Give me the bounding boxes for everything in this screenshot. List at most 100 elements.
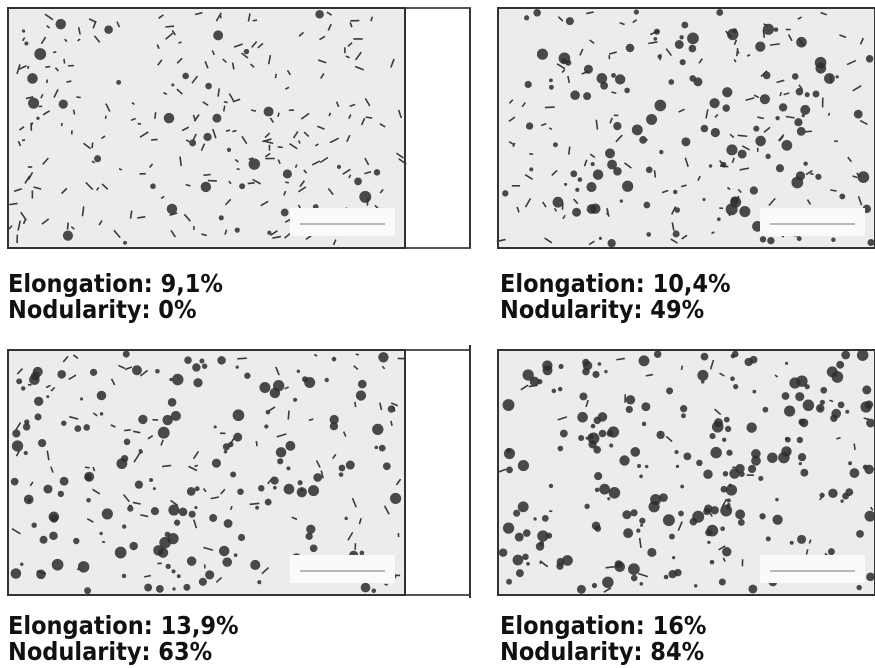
nodule — [102, 508, 113, 519]
nodule — [726, 450, 732, 456]
nodule — [354, 178, 362, 186]
nodule — [97, 391, 107, 401]
nodule — [222, 557, 232, 567]
nodule — [558, 387, 562, 391]
nodule — [654, 29, 660, 35]
nodule — [58, 491, 64, 497]
nodule — [781, 140, 792, 151]
nodule — [803, 161, 807, 165]
nodule — [710, 447, 721, 458]
nodule — [840, 499, 843, 502]
nodule — [276, 447, 286, 457]
nodule — [205, 570, 214, 579]
nodule — [795, 392, 804, 401]
nodule — [223, 443, 230, 450]
nodule — [212, 459, 221, 468]
nodule — [759, 513, 765, 519]
nodule — [513, 510, 520, 517]
nodule — [16, 378, 22, 384]
nodule — [785, 362, 788, 365]
nodule — [626, 406, 633, 413]
nodule — [707, 541, 710, 544]
nodule — [608, 426, 619, 437]
nodule — [680, 405, 687, 412]
nodule — [729, 468, 739, 478]
nodule — [306, 525, 315, 534]
nodule — [31, 522, 36, 527]
nodule — [214, 425, 217, 428]
nodule — [566, 17, 574, 25]
nodule — [202, 363, 207, 368]
nodule — [722, 87, 732, 97]
nodule — [264, 107, 274, 117]
nodule — [577, 585, 586, 594]
nodule — [374, 169, 380, 175]
nodule — [168, 398, 177, 407]
scale-bar-box — [760, 208, 865, 236]
nodule — [11, 568, 22, 579]
nodule — [704, 505, 712, 513]
nodule — [608, 239, 616, 247]
nodule — [234, 553, 238, 557]
nodule — [668, 570, 676, 578]
nodule — [187, 487, 196, 496]
nodule — [722, 547, 731, 556]
nodule — [856, 530, 864, 538]
nodule — [224, 450, 228, 454]
nodule — [379, 445, 386, 452]
flake — [92, 142, 93, 148]
elongation-label: Elongation: 10,4% — [500, 269, 731, 298]
nodule — [233, 409, 245, 421]
nodule — [732, 351, 739, 358]
nodule — [703, 469, 712, 478]
nodule — [645, 465, 648, 468]
nodule — [779, 103, 787, 111]
nodule — [192, 363, 200, 371]
nodule — [388, 405, 395, 412]
nodule — [646, 232, 651, 237]
nodule — [773, 515, 783, 525]
nodule — [697, 370, 708, 381]
nodule — [648, 501, 659, 512]
nodule — [153, 487, 156, 490]
nodule — [775, 498, 778, 501]
flake — [828, 113, 829, 116]
nodule — [710, 560, 715, 565]
nodule — [164, 113, 175, 124]
nodule — [325, 378, 329, 382]
nodule — [709, 98, 719, 108]
nodularity-label: Nodularity: 0% — [8, 295, 197, 324]
nodule — [646, 114, 657, 125]
nodule — [583, 361, 592, 370]
nodule — [558, 364, 563, 369]
nodule — [701, 353, 709, 361]
nodule — [866, 55, 874, 63]
nodule — [767, 237, 774, 244]
nodule — [86, 498, 91, 503]
nodule — [597, 73, 608, 84]
nodule — [831, 238, 835, 242]
nodule — [856, 585, 861, 590]
nodule — [803, 400, 814, 411]
nodule — [590, 204, 600, 214]
nodule — [836, 75, 839, 78]
nodule — [858, 171, 870, 183]
nodule — [183, 584, 190, 591]
nodule — [630, 509, 637, 516]
nodule — [598, 362, 602, 366]
nodule — [839, 194, 845, 200]
nodule — [609, 444, 613, 448]
nodule — [330, 415, 339, 424]
nodule — [820, 387, 827, 394]
nodule — [564, 183, 567, 186]
nodule — [578, 435, 584, 441]
flake — [250, 503, 260, 504]
nodule — [546, 533, 552, 539]
elongation-label: Elongation: 13,9% — [8, 611, 239, 640]
flake — [253, 20, 257, 21]
nodule — [308, 485, 319, 496]
nodule — [78, 561, 90, 573]
flake — [738, 135, 748, 136]
nodule — [38, 439, 46, 447]
nodule — [56, 19, 67, 30]
